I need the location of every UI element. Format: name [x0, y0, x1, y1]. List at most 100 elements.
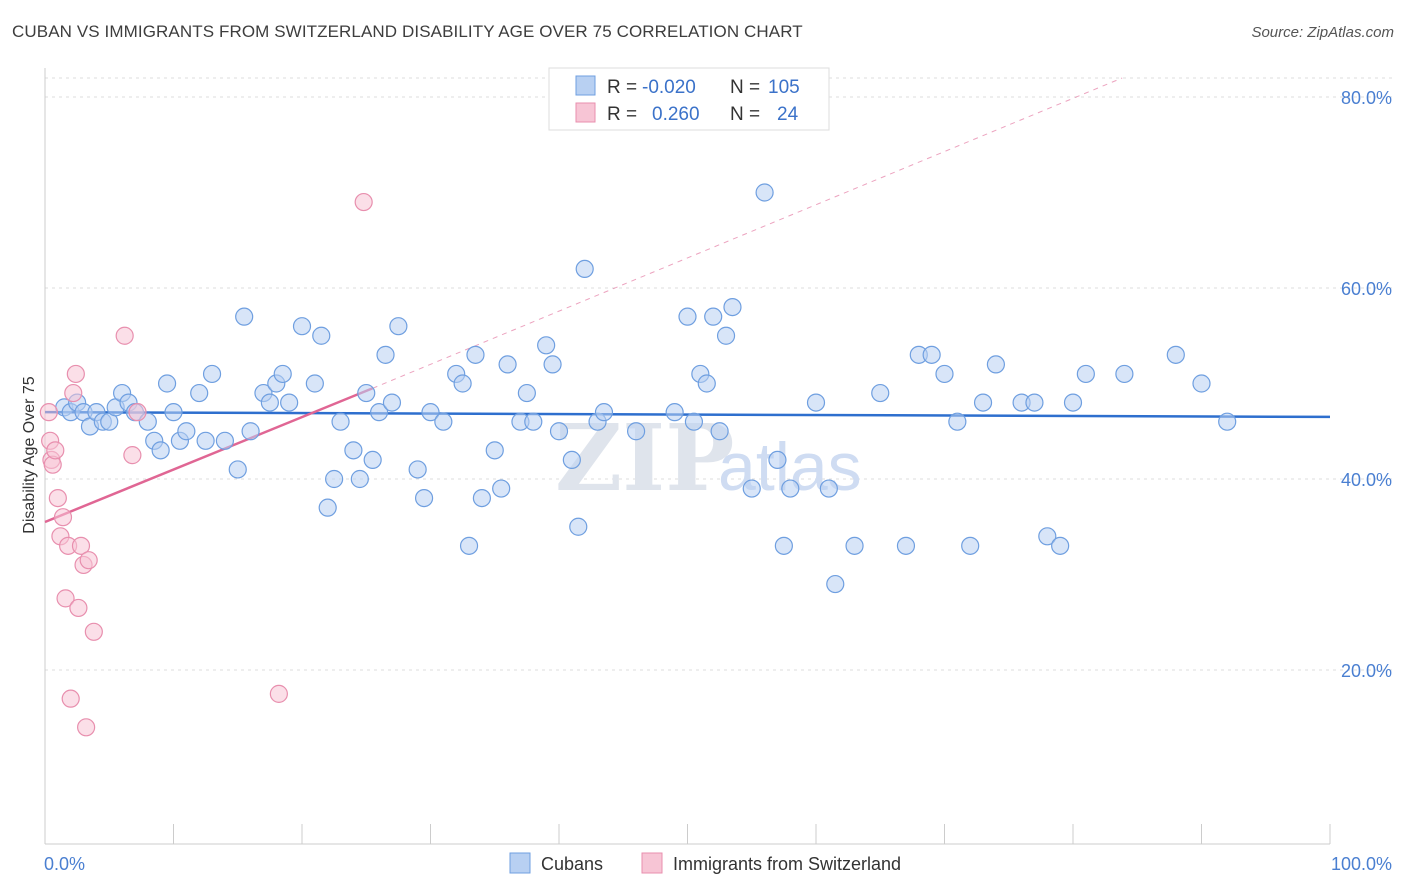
legend-r-label-1: R = — [607, 77, 637, 98]
point-cubans-50 — [453, 374, 472, 393]
point-switzerland-22 — [354, 192, 373, 212]
point-cubans-51 — [459, 536, 479, 555]
point-cubans-85 — [826, 574, 845, 594]
point-cubans-74 — [704, 307, 723, 326]
point-cubans-71 — [684, 412, 704, 431]
point-cubans-61 — [543, 355, 562, 374]
point-switzerland-0 — [39, 403, 58, 422]
point-cubans-53 — [472, 489, 491, 508]
point-cubans-56 — [498, 355, 517, 374]
point-cubans-78 — [742, 479, 761, 498]
point-cubans-80 — [768, 450, 787, 469]
point-cubans-93 — [961, 536, 980, 555]
data-points — [39, 183, 1237, 737]
point-cubans-34 — [318, 498, 337, 517]
point-cubans-39 — [357, 383, 376, 403]
point-cubans-68 — [626, 422, 646, 441]
point-cubans-44 — [389, 317, 408, 336]
point-cubans-81 — [774, 536, 793, 555]
point-switzerland-16 — [77, 718, 96, 737]
point-cubans-104 — [1192, 374, 1211, 393]
point-cubans-73 — [697, 374, 716, 393]
legend-n-value-1: 105 — [768, 77, 800, 98]
point-cubans-16 — [164, 403, 183, 422]
point-cubans-90 — [922, 345, 941, 364]
legend-r-label-2: R = — [607, 104, 637, 125]
point-switzerland-7 — [53, 508, 73, 527]
legend-n-label-2: N = — [730, 104, 760, 125]
point-cubans-87 — [871, 383, 890, 403]
stats-legend-box — [548, 67, 830, 131]
y-tick-label-80: 80.0% — [1341, 88, 1392, 108]
legend-swatch-switzerland — [575, 102, 596, 123]
y-tick-label-60: 60.0% — [1341, 279, 1392, 299]
point-cubans-70 — [678, 307, 697, 326]
point-cubans-15 — [157, 374, 177, 393]
point-cubans-45 — [408, 460, 427, 479]
point-cubans-67 — [594, 403, 614, 422]
point-cubans-52 — [466, 345, 485, 364]
point-cubans-31 — [292, 317, 312, 336]
point-cubans-37 — [344, 441, 363, 460]
x-tick-label-max: 100.0% — [1331, 854, 1392, 874]
trend-line-cubans — [44, 410, 1331, 419]
point-switzerland-5 — [48, 489, 67, 508]
point-cubans-105 — [1218, 412, 1237, 431]
point-cubans-99 — [1051, 536, 1070, 555]
point-cubans-41 — [370, 403, 389, 422]
point-cubans-92 — [948, 412, 967, 431]
source-label: Source: ZipAtlas.com — [1251, 24, 1394, 41]
stats-legend: R = -0.020 N = 105 R = 0.260 N = 24 — [548, 67, 830, 131]
point-cubans-101 — [1076, 364, 1095, 384]
point-switzerland-14 — [71, 536, 91, 555]
point-cubans-100 — [1063, 393, 1083, 412]
trend-lines — [44, 77, 1331, 524]
point-cubans-22 — [215, 431, 234, 450]
point-cubans-88 — [896, 536, 916, 555]
point-switzerland-4 — [46, 441, 65, 460]
point-cubans-43 — [382, 393, 402, 412]
point-cubans-30 — [280, 393, 299, 412]
point-cubans-40 — [363, 450, 382, 469]
point-cubans-97 — [1025, 393, 1044, 412]
point-switzerland-8 — [56, 589, 75, 608]
point-cubans-95 — [986, 355, 1006, 374]
bottom-legend-switzerland: Immigrants from Switzerland — [673, 854, 901, 874]
point-cubans-36 — [331, 412, 350, 431]
point-cubans-63 — [562, 450, 581, 469]
point-cubans-79 — [755, 183, 774, 202]
point-cubans-21 — [202, 364, 222, 384]
point-cubans-75 — [710, 422, 729, 441]
y-tick-label-40: 40.0% — [1341, 470, 1392, 490]
point-cubans-29 — [273, 364, 292, 384]
legend-n-label-1: N = — [730, 77, 760, 98]
point-switzerland-21 — [269, 684, 288, 703]
point-switzerland-12 — [66, 364, 85, 384]
watermark-zip: ZIP — [555, 404, 734, 512]
point-cubans-91 — [935, 364, 954, 384]
point-cubans-46 — [414, 489, 434, 508]
point-switzerland-18 — [84, 622, 103, 641]
point-cubans-64 — [569, 517, 588, 536]
point-switzerland-11 — [64, 383, 83, 403]
point-cubans-103 — [1166, 345, 1185, 364]
bottom-legend-cubans: Cubans — [541, 854, 603, 874]
point-switzerland-20 — [123, 446, 142, 465]
point-cubans-62 — [549, 422, 569, 441]
point-cubans-25 — [241, 422, 260, 441]
point-switzerland-17 — [79, 551, 98, 570]
trend-line-switzerland — [44, 387, 374, 524]
point-switzerland-23 — [128, 403, 147, 422]
point-cubans-60 — [537, 336, 556, 355]
y-axis-label: Disability Age Over 75 — [21, 376, 38, 534]
series-legend: Cubans Immigrants from Switzerland — [509, 852, 901, 874]
point-cubans-48 — [434, 412, 453, 431]
bottom-legend-swatch-switzerland — [641, 852, 663, 874]
point-cubans-59 — [524, 412, 543, 431]
point-cubans-35 — [325, 469, 344, 489]
legend-n-value-2: 24 — [777, 104, 799, 125]
point-cubans-55 — [492, 479, 511, 498]
point-cubans-20 — [196, 431, 215, 450]
chart-title: CUBAN VS IMMIGRANTS FROM SWITZERLAND DIS… — [12, 22, 803, 41]
